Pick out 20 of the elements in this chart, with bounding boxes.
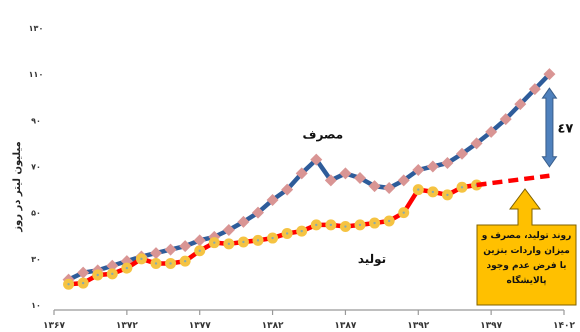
annotation: روند تولید، مصرف و میزان واردات بنزین با فرض عدم وجود پالایشگاه xyxy=(480,230,572,288)
x-tick-label: ۱۳۷۲ xyxy=(116,321,138,331)
x-tick-label: ۱۳۶۷ xyxy=(43,321,66,331)
y-tick-label: ۷۰ xyxy=(31,162,41,172)
y-tick-label: ۳۰ xyxy=(31,254,41,264)
x-tick-label: ۱۴۰۲ xyxy=(553,321,576,331)
x-tick-label: ۱۳۸۲ xyxy=(262,321,284,331)
x-tick-label: ۱۳۹۲ xyxy=(407,321,430,331)
y-axis-title: میلیون لیتر در روز xyxy=(12,141,23,233)
series-label: مصرف xyxy=(302,127,344,142)
y-tick-label: ۱۳۰ xyxy=(28,24,44,33)
x-tick-label: ۱۳۷۷ xyxy=(188,321,212,331)
y-tick-label: ۹۰ xyxy=(31,116,41,126)
series-label: تولید xyxy=(358,252,386,266)
y-tick-label: ۱۱۰ xyxy=(28,70,44,80)
x-tick-label: ۱۳۸۷ xyxy=(334,321,357,331)
y-tick-label: ۵۰ xyxy=(31,208,41,218)
y-tick-label: ۱۰ xyxy=(31,301,41,310)
annotation: ٤٧ xyxy=(557,121,574,136)
x-tick-label: ۱۳۹۷ xyxy=(480,321,503,331)
